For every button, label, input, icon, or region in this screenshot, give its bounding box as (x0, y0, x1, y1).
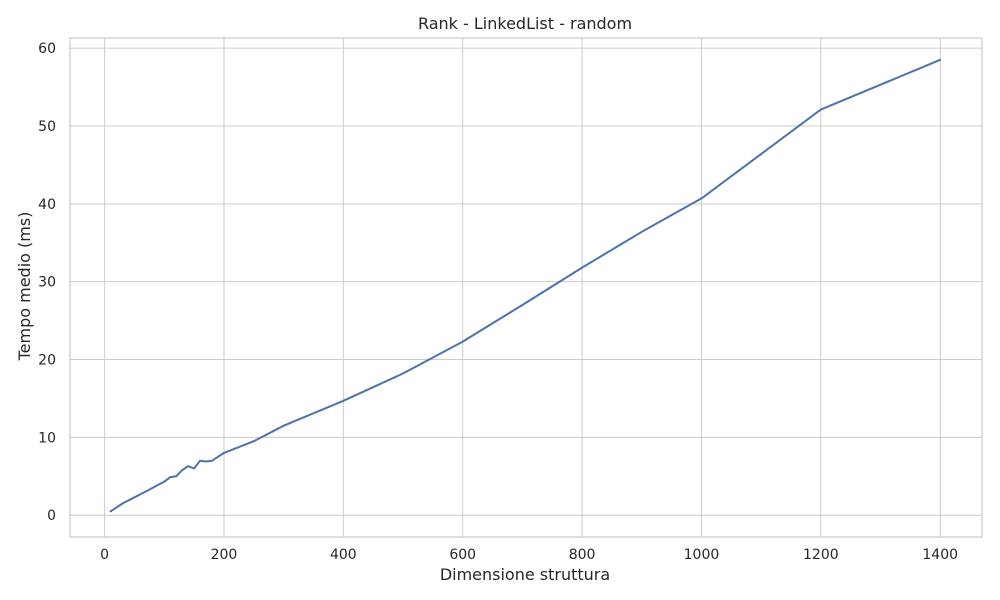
x-axis-ticks: 0 200 400 600 800 1000 1200 1400 (100, 547, 958, 563)
x-axis-title: Dimensione struttura (440, 565, 610, 584)
x-tick-label: 1000 (684, 547, 720, 563)
chart-title: Rank - LinkedList - random (418, 14, 632, 33)
y-tick-label: 40 (38, 197, 56, 213)
x-tick-label: 1400 (922, 547, 958, 563)
x-tick-label: 400 (330, 547, 357, 563)
y-tick-label: 20 (38, 353, 56, 369)
x-tick-label: 800 (569, 547, 596, 563)
y-tick-label: 10 (38, 430, 56, 446)
y-tick-label: 30 (38, 275, 56, 291)
y-tick-label: 0 (47, 508, 56, 524)
y-tick-label: 50 (38, 119, 56, 135)
y-tick-label: 60 (38, 41, 56, 57)
grid (70, 38, 982, 537)
y-axis-ticks: 0 10 20 30 40 50 60 (38, 41, 56, 524)
series-line (109, 58, 942, 513)
y-axis-title: Tempo medio (ms) (15, 212, 34, 362)
series-layer (109, 58, 942, 513)
x-tick-label: 1200 (803, 547, 839, 563)
x-tick-label: 200 (211, 547, 238, 563)
plot-frame (69, 37, 983, 538)
x-tick-label: 600 (449, 547, 476, 563)
x-tick-label: 0 (100, 547, 109, 563)
